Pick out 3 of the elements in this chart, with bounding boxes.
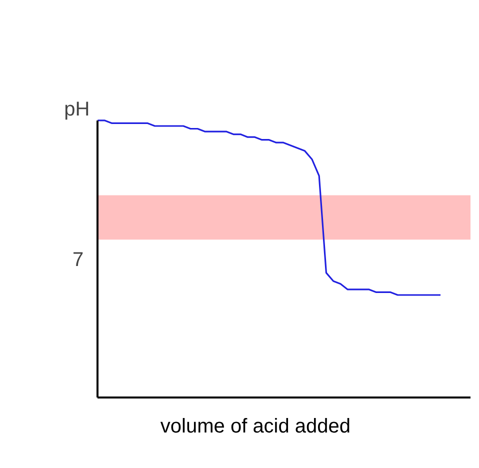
y-axis-title: pH [64,98,90,120]
text: 7 [72,248,84,271]
x-axis-title: volume of acid added [160,416,351,438]
